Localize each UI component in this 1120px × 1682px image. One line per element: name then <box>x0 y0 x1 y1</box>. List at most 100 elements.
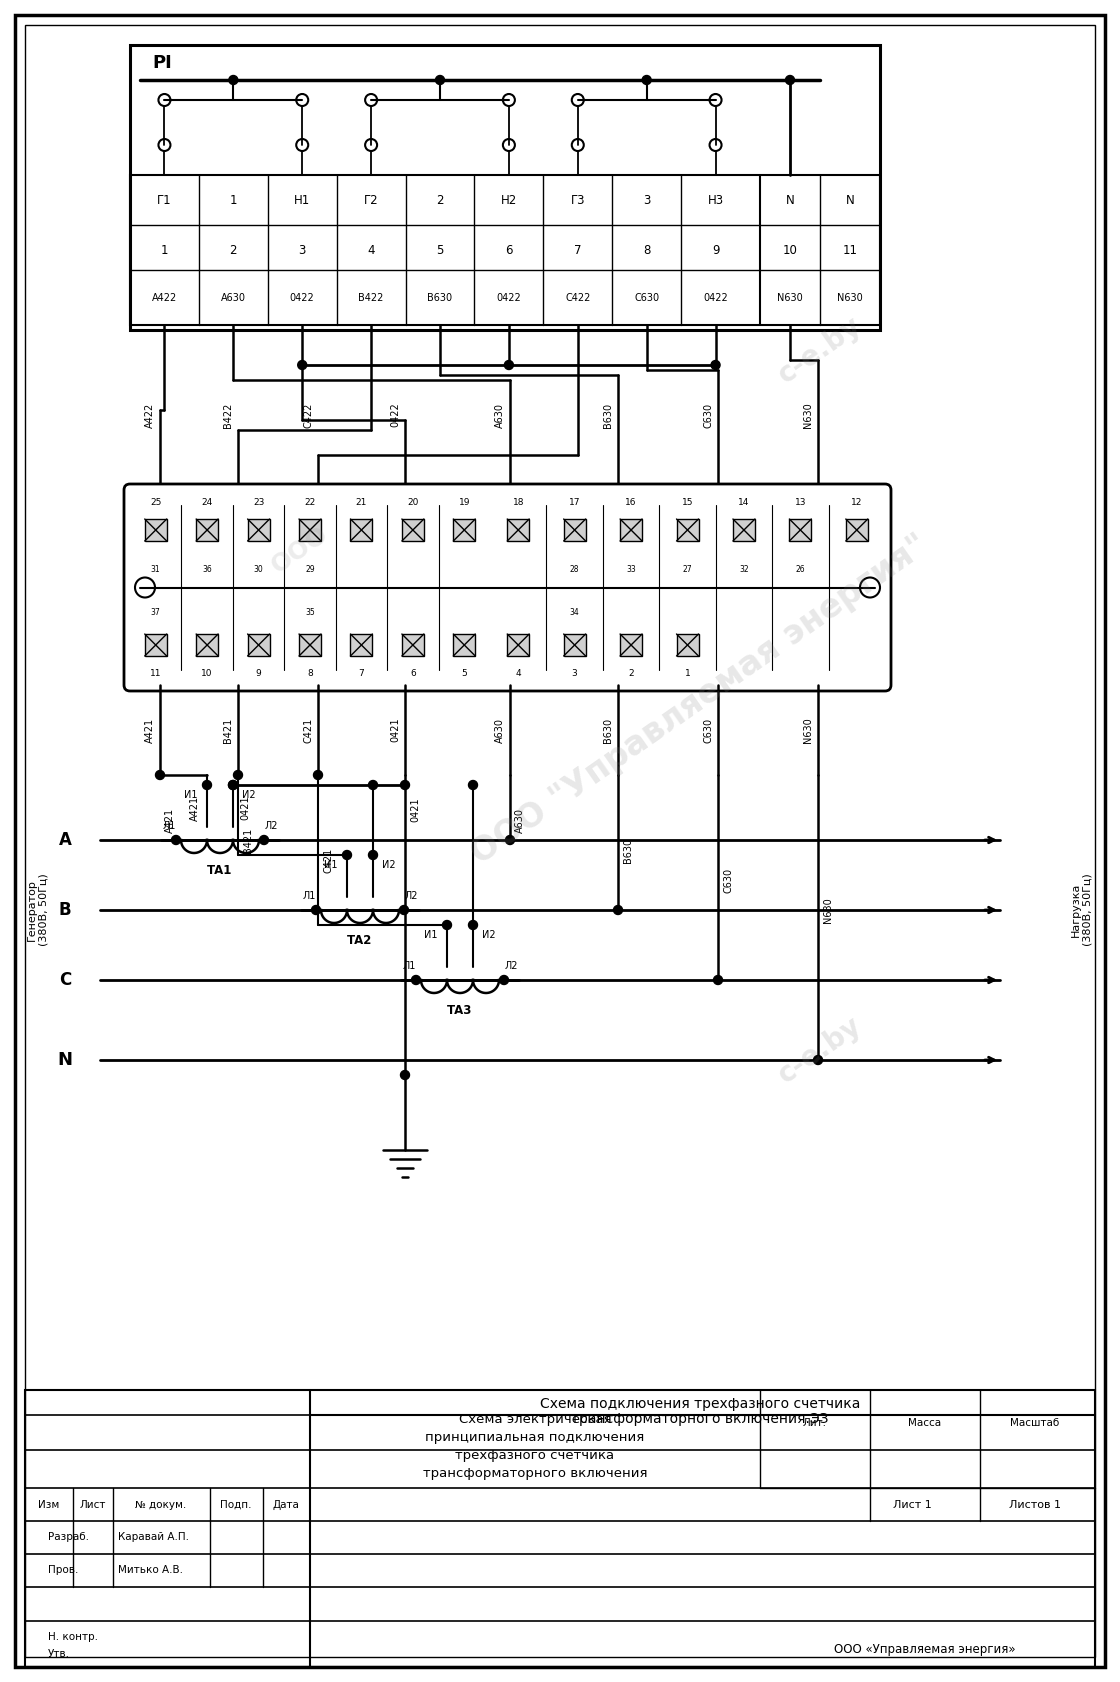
Text: Масштаб: Масштаб <box>1010 1418 1060 1428</box>
Circle shape <box>203 780 212 789</box>
Text: 27: 27 <box>683 565 692 574</box>
Text: 24: 24 <box>202 498 213 506</box>
Circle shape <box>813 1056 822 1065</box>
Text: Н3: Н3 <box>708 193 724 207</box>
Text: 1: 1 <box>684 668 690 678</box>
Text: принципиальная подключения: принципиальная подключения <box>426 1431 645 1445</box>
Circle shape <box>368 780 377 789</box>
Text: 10: 10 <box>783 244 797 256</box>
Text: 9: 9 <box>255 668 261 678</box>
Text: С630: С630 <box>703 718 713 742</box>
Text: 1: 1 <box>230 193 237 207</box>
Bar <box>196 520 218 542</box>
Text: 8: 8 <box>643 244 651 256</box>
Circle shape <box>468 780 477 789</box>
Text: 0422: 0422 <box>390 402 400 427</box>
Text: Схема подключения трехфазного счетчика: Схема подключения трехфазного счетчика <box>540 1398 860 1411</box>
Circle shape <box>228 780 237 789</box>
Text: С: С <box>59 971 72 989</box>
Text: 32: 32 <box>739 565 749 574</box>
Text: С630: С630 <box>724 868 732 893</box>
Text: Н2: Н2 <box>501 193 517 207</box>
Text: И1: И1 <box>325 860 338 870</box>
Text: 2: 2 <box>230 244 237 256</box>
Text: Н. контр.: Н. контр. <box>48 1632 99 1642</box>
Bar <box>130 175 880 325</box>
Text: 21: 21 <box>356 498 367 506</box>
Text: В: В <box>58 902 72 918</box>
Text: 19: 19 <box>458 498 470 506</box>
Circle shape <box>411 976 420 984</box>
Text: Дата: Дата <box>272 1500 299 1510</box>
Text: В630: В630 <box>603 718 613 742</box>
Text: Л1: Л1 <box>302 891 316 902</box>
Text: № докум.: № докум. <box>136 1500 187 1510</box>
Text: 14: 14 <box>738 498 749 506</box>
Text: Схема электрическая: Схема электрическая <box>459 1413 612 1426</box>
Text: Л2: Л2 <box>264 821 278 831</box>
Bar <box>620 634 642 656</box>
Text: 1: 1 <box>160 244 168 256</box>
Text: 2: 2 <box>628 668 634 678</box>
Text: Л1: Л1 <box>162 821 176 831</box>
Text: 7: 7 <box>358 668 364 678</box>
Text: 0421: 0421 <box>390 718 400 742</box>
Text: c-e.by: c-e.by <box>773 311 867 389</box>
Text: В422: В422 <box>223 402 233 427</box>
Text: Изм: Изм <box>38 1500 59 1510</box>
Text: 4: 4 <box>515 668 521 678</box>
Text: Г2: Г2 <box>364 193 379 207</box>
Bar <box>454 634 475 656</box>
Text: 12: 12 <box>851 498 862 506</box>
Text: Лист 1: Лист 1 <box>893 1500 932 1510</box>
Text: 34: 34 <box>570 607 579 617</box>
Text: 33: 33 <box>626 565 636 574</box>
Text: И1: И1 <box>424 930 438 940</box>
Text: 9: 9 <box>712 244 719 256</box>
Bar <box>248 520 270 542</box>
Circle shape <box>228 76 237 84</box>
Text: трансформаторного включения.ЭЗ: трансформаторного включения.ЭЗ <box>571 1411 829 1426</box>
Text: Нагрузка
(380В, 50Гц): Нагрузка (380В, 50Гц) <box>1071 873 1093 947</box>
Text: ТА3: ТА3 <box>447 1004 473 1016</box>
Text: ТА2: ТА2 <box>347 934 373 947</box>
Text: 18: 18 <box>513 498 524 506</box>
Text: А422: А422 <box>152 293 177 303</box>
Text: 13: 13 <box>794 498 806 506</box>
Text: Л2: Л2 <box>504 960 517 971</box>
Text: С422: С422 <box>304 402 312 427</box>
Text: 17: 17 <box>569 498 580 506</box>
Text: Г1: Г1 <box>157 193 171 207</box>
Text: Г3: Г3 <box>570 193 585 207</box>
Text: N630: N630 <box>777 293 803 303</box>
Text: И2: И2 <box>382 860 395 870</box>
Text: PI: PI <box>152 54 171 72</box>
Text: Митько А.В.: Митько А.В. <box>118 1564 183 1574</box>
Circle shape <box>505 836 514 844</box>
Text: N: N <box>785 193 794 207</box>
Text: С422: С422 <box>566 293 590 303</box>
Text: В630: В630 <box>603 402 613 427</box>
Text: В630: В630 <box>623 838 633 863</box>
Bar <box>563 634 586 656</box>
Text: А421: А421 <box>190 796 200 821</box>
Circle shape <box>311 905 320 915</box>
Text: 15: 15 <box>682 498 693 506</box>
Bar <box>732 520 755 542</box>
Circle shape <box>401 780 410 789</box>
Text: В630: В630 <box>428 293 452 303</box>
Bar <box>130 45 880 330</box>
Text: 0421: 0421 <box>240 796 250 821</box>
Bar <box>620 520 642 542</box>
Text: А630: А630 <box>495 402 505 427</box>
Text: Листов 1: Листов 1 <box>1009 1500 1061 1510</box>
Text: N630: N630 <box>837 293 862 303</box>
Text: В421: В421 <box>223 718 233 743</box>
Text: 36: 36 <box>203 565 212 574</box>
Circle shape <box>233 770 243 779</box>
Text: 3: 3 <box>643 193 651 207</box>
Text: С421: С421 <box>304 718 312 743</box>
Text: С630: С630 <box>703 402 713 427</box>
Text: N: N <box>846 193 855 207</box>
Text: 22: 22 <box>305 498 316 506</box>
